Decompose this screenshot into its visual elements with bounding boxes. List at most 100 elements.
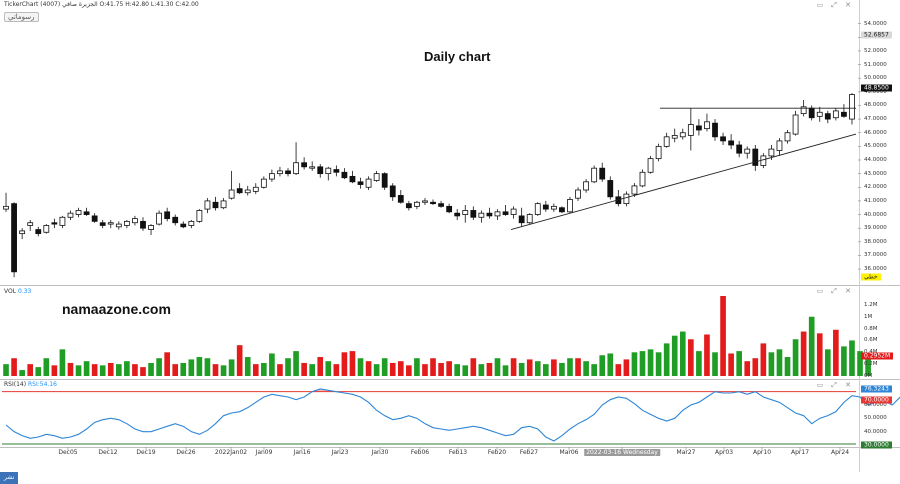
- volume-bar: [220, 365, 227, 376]
- candle-down: [381, 173, 388, 188]
- price-axis-tick: 39.0000: [864, 225, 887, 232]
- volume-bar: [156, 358, 162, 376]
- volume-bar: [857, 351, 863, 376]
- volume-bar: [567, 358, 573, 376]
- candle-down: [317, 166, 324, 175]
- volume-bar: [446, 361, 452, 376]
- candle-down: [236, 188, 243, 194]
- candle-down: [720, 136, 726, 142]
- volume-bar: [518, 362, 525, 376]
- volume-panel-controls[interactable]: ▭ ⤢ ✕: [816, 287, 854, 295]
- candle-up: [534, 203, 541, 215]
- candle-up: [639, 171, 646, 187]
- chart-title: Daily chart: [424, 49, 491, 64]
- candle-up: [792, 114, 799, 135]
- candle-down: [824, 113, 831, 120]
- volume-bar: [679, 331, 686, 376]
- candle-up: [260, 178, 267, 188]
- volume-bar: [792, 339, 799, 376]
- chart-header-title: TickerChart الجزيرة صافي (4007) O:41.75 …: [4, 1, 199, 8]
- rsi-badge-oversold: 30.0000: [861, 441, 892, 449]
- candle-up: [679, 132, 686, 138]
- volume-bar: [357, 358, 364, 376]
- candle-up: [228, 189, 235, 199]
- share-button[interactable]: نشر: [0, 472, 19, 484]
- volume-bar: [534, 361, 541, 376]
- volume-bar: [325, 361, 332, 376]
- candle-down: [695, 125, 702, 131]
- volume-bar: [389, 362, 396, 376]
- candle-up: [704, 121, 710, 130]
- volume-bar: [349, 351, 356, 376]
- rsi-label: RSI(14): [4, 381, 27, 388]
- candle-down: [486, 212, 493, 217]
- volume-bar: [180, 362, 187, 376]
- support-trendline: [510, 133, 857, 230]
- candle-down: [430, 201, 436, 205]
- candle-down: [752, 148, 759, 166]
- candle-down: [438, 203, 444, 207]
- candle-down: [212, 201, 219, 209]
- candle-up: [494, 211, 501, 217]
- volume-panel-title: VOL 0.33: [4, 288, 31, 295]
- candle-up: [67, 212, 74, 218]
- candle-up: [631, 185, 638, 195]
- volume-bar: [502, 365, 509, 376]
- candle-down: [736, 144, 743, 154]
- volume-bar: [75, 365, 82, 376]
- volume-bar: [51, 365, 58, 376]
- volume-bar: [269, 353, 275, 376]
- volume-bar: [696, 351, 702, 376]
- candle-down: [51, 222, 58, 225]
- candle-up: [832, 110, 839, 119]
- price-axis-tick: 47.0000: [864, 116, 887, 123]
- candle-up: [107, 222, 114, 225]
- candle-up: [309, 166, 316, 169]
- x-axis-label: Feb27: [519, 449, 539, 456]
- volume-bar: [647, 349, 654, 376]
- candle-up: [647, 158, 654, 173]
- volume-bar: [3, 364, 9, 376]
- price-axis-tick: 38.0000: [864, 238, 887, 245]
- price-panel: [0, 0, 900, 285]
- price-axis-tick: 44.0000: [864, 157, 887, 163]
- candle-down: [397, 195, 404, 203]
- candle-up: [115, 223, 122, 228]
- volume-bar: [116, 364, 122, 376]
- candle-down: [728, 140, 735, 146]
- volume-bar: [124, 361, 130, 376]
- candle-down: [712, 122, 718, 138]
- candle-down: [341, 171, 348, 179]
- volume-bar: [277, 364, 283, 376]
- rsi-panel-controls[interactable]: ▭ ⤢ ✕: [816, 381, 854, 389]
- price-axis-tick: 46.0000: [864, 129, 887, 136]
- volume-bar: [510, 358, 517, 376]
- volume-bar: [83, 361, 90, 376]
- price-axis-tick: 45.0000: [864, 143, 887, 150]
- volume-bar: [414, 358, 420, 376]
- candle-down: [91, 215, 98, 222]
- volume-bar: [172, 364, 179, 376]
- layout-button[interactable]: رسوماتي: [4, 12, 39, 22]
- candle-up: [776, 140, 783, 151]
- volume-bar: [252, 364, 259, 376]
- x-axis-label: Dec12: [98, 449, 118, 456]
- x-axis-label: Feb13: [448, 449, 468, 456]
- volume-bar: [164, 352, 170, 376]
- candle-up: [132, 218, 138, 224]
- volume-bar: [841, 346, 847, 376]
- candle-up: [365, 178, 372, 188]
- volume-bar: [760, 343, 767, 376]
- candle-up: [478, 212, 485, 218]
- price-panel-controls[interactable]: ▭ ⤢ ✕: [816, 1, 854, 9]
- volume-bar: [244, 357, 251, 376]
- volume-bar: [397, 361, 404, 376]
- x-axis-label: Feb20: [487, 449, 507, 456]
- candle-down: [470, 210, 477, 218]
- x-axis-label: Dec05: [58, 449, 78, 456]
- panel-separator: [0, 285, 900, 286]
- x-axis-label: Dec26: [176, 449, 196, 456]
- volume-bar: [91, 364, 98, 376]
- candle-up: [526, 214, 533, 224]
- price-axis-tick: 36.0000: [864, 266, 887, 273]
